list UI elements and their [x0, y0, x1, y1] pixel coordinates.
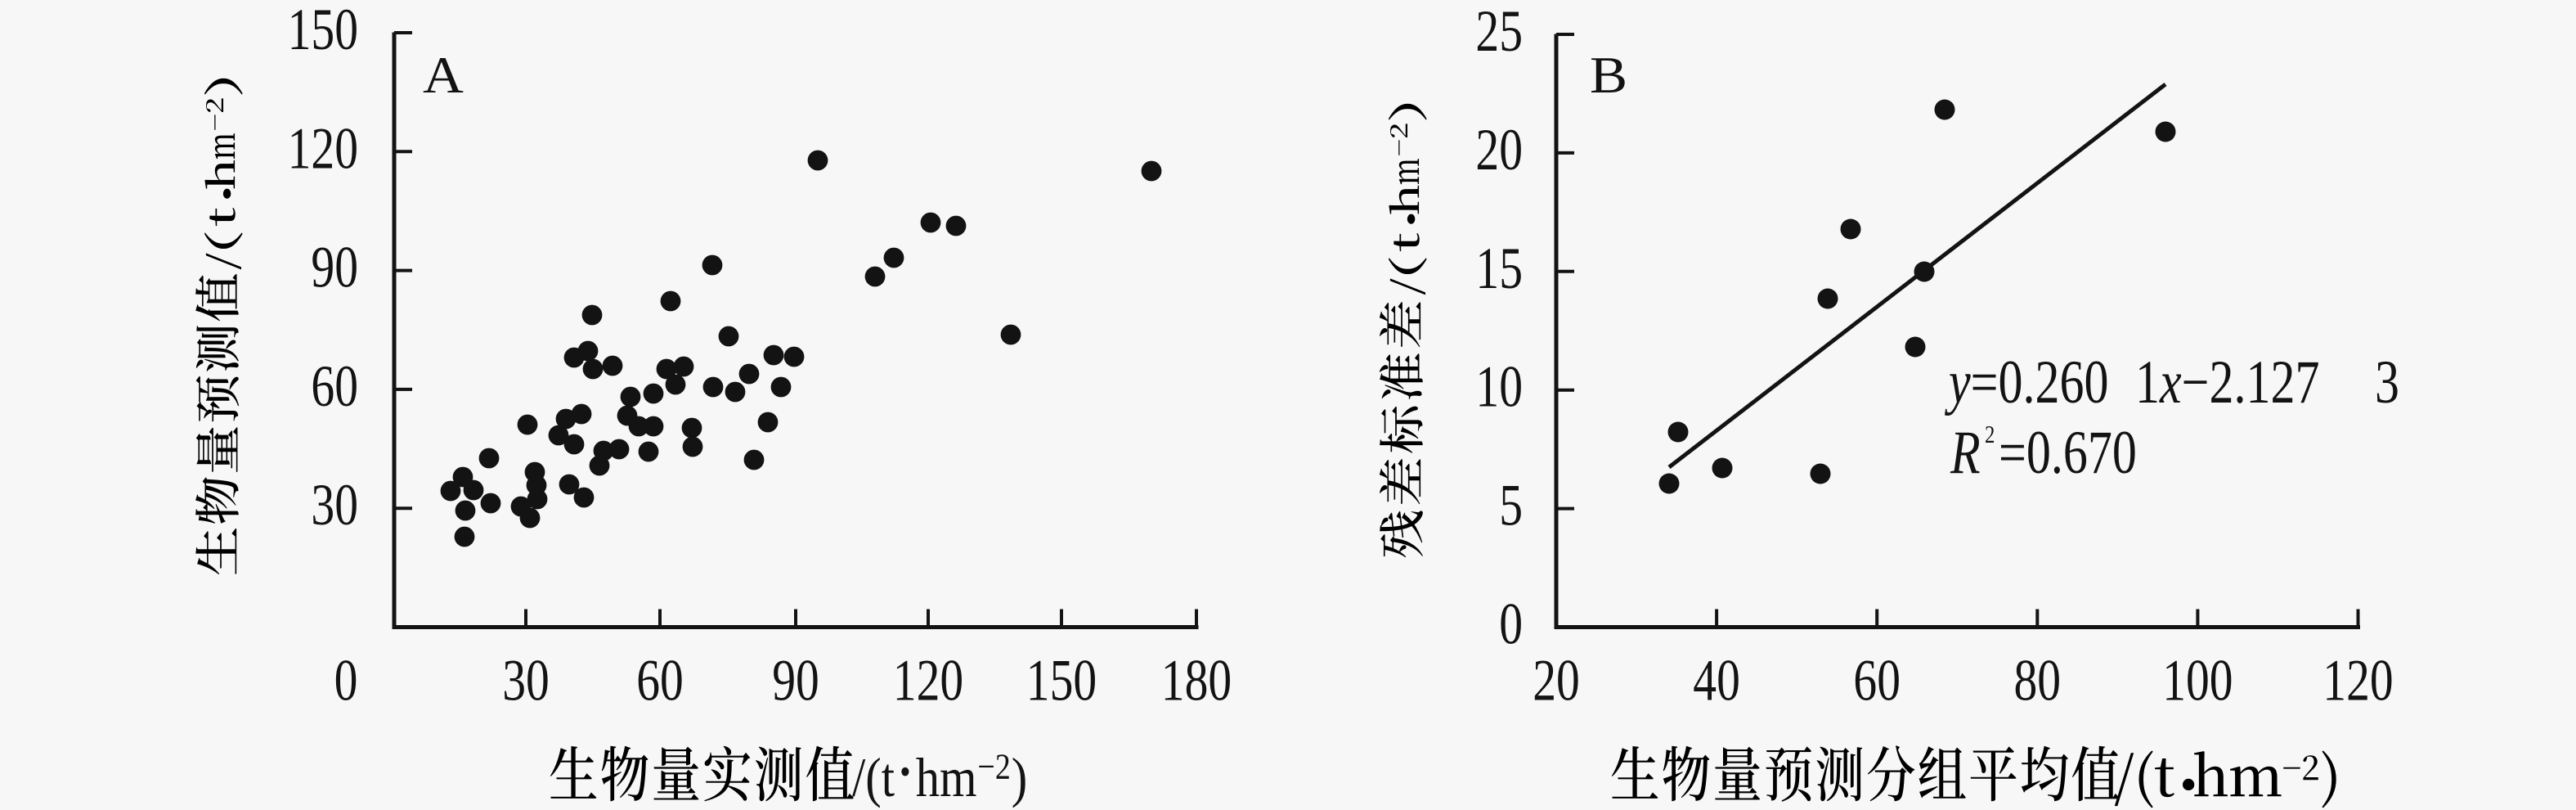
svg-text:−2: −2	[978, 746, 1011, 786]
svg-text:2: 2	[1985, 421, 1995, 448]
svg-text:100: 100	[2162, 649, 2233, 714]
svg-text:5: 5	[1499, 474, 1523, 539]
svg-text:R: R	[1950, 418, 1981, 487]
svg-text:20: 20	[1475, 118, 1523, 183]
svg-text:25: 25	[1475, 0, 1523, 65]
svg-text:60: 60	[311, 354, 358, 420]
svg-text:150: 150	[1026, 649, 1097, 714]
svg-text:40: 40	[1693, 649, 1740, 714]
svg-text:0: 0	[334, 649, 358, 714]
svg-text:120: 120	[893, 649, 963, 714]
svg-text:20: 20	[1533, 649, 1580, 714]
svg-text:150: 150	[288, 0, 358, 63]
svg-text:120: 120	[288, 116, 358, 182]
svg-text:A: A	[423, 47, 464, 104]
svg-text:80: 80	[2014, 649, 2062, 714]
svg-text:10: 10	[1475, 355, 1523, 421]
svg-text:60: 60	[1853, 649, 1901, 714]
svg-text:90: 90	[311, 236, 358, 301]
svg-text:90: 90	[772, 649, 819, 714]
svg-text:180: 180	[1161, 649, 1232, 714]
svg-text:3: 3	[2375, 348, 2399, 416]
svg-text:120: 120	[2322, 649, 2393, 714]
svg-text:): )	[1012, 746, 1027, 808]
svg-text:15: 15	[1475, 236, 1523, 302]
svg-text:30: 30	[502, 649, 550, 714]
svg-text:30: 30	[311, 473, 358, 538]
svg-text:0: 0	[1499, 592, 1523, 658]
svg-text:=0.670: =0.670	[1999, 418, 2137, 487]
svg-text:y=0.260: y=0.260	[1945, 348, 2109, 416]
svg-text:60: 60	[636, 649, 684, 714]
svg-text:B: B	[1590, 47, 1627, 104]
svg-text:1x−2.127: 1x−2.127	[2135, 348, 2319, 416]
